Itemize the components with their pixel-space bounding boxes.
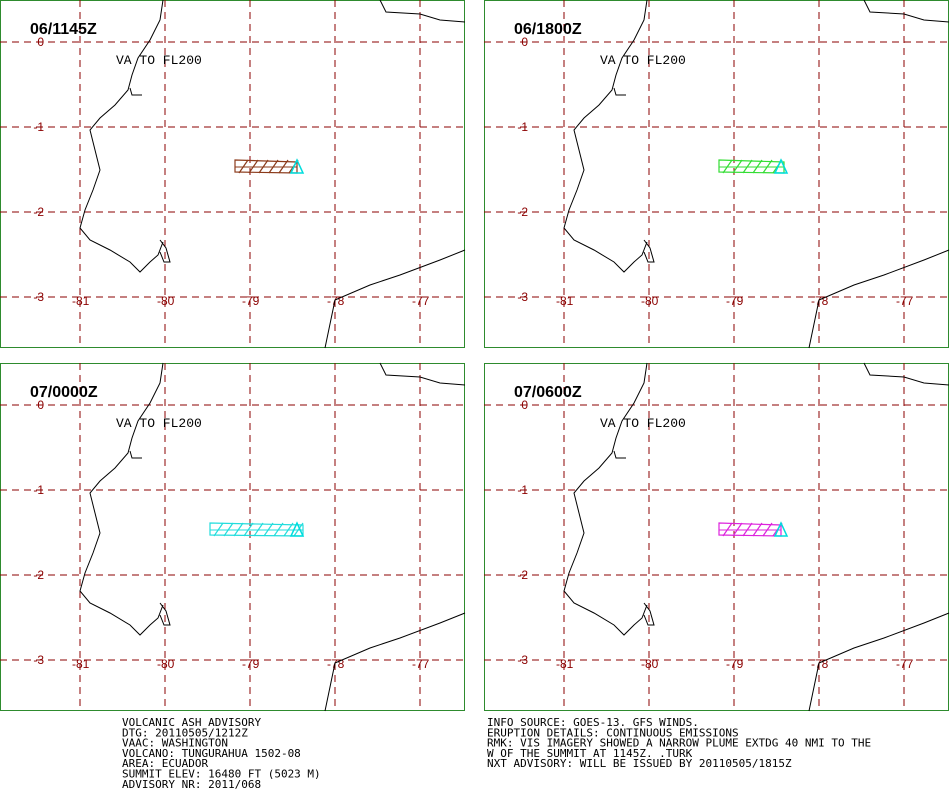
coastline bbox=[808, 249, 950, 349]
lon-label: -81 bbox=[556, 294, 574, 308]
lon-label: -80 bbox=[641, 657, 659, 671]
panel-title: 07/0600Z bbox=[514, 384, 582, 401]
lon-label: -79 bbox=[242, 657, 260, 671]
info-line: NXT ADVISORY: WILL BE ISSUED BY 20110505… bbox=[487, 757, 792, 770]
lat-label: 0 bbox=[521, 398, 528, 412]
panel-border bbox=[484, 363, 949, 711]
lat-label: -2 bbox=[517, 205, 528, 219]
lon-label: -81 bbox=[72, 294, 90, 308]
volcano bbox=[773, 158, 789, 174]
coastline bbox=[159, 602, 171, 626]
lat-label: -1 bbox=[517, 483, 528, 497]
map-panel: -81 -80 -79 -78 -77 0 -1 -2 -3 07/0600Z VA TO FL20… bbox=[484, 362, 950, 712]
lon-label: -78 bbox=[811, 294, 829, 308]
lon-label: -79 bbox=[726, 294, 744, 308]
info-line: SUMMIT ELEV: 16480 FT (5023 M) bbox=[122, 768, 321, 781]
coastline bbox=[324, 612, 466, 712]
coastline bbox=[79, 0, 164, 273]
coastline bbox=[129, 450, 142, 459]
lon-label: -77 bbox=[412, 294, 430, 308]
coastline bbox=[129, 87, 142, 96]
coastline bbox=[613, 450, 626, 459]
lon-label: -81 bbox=[72, 657, 90, 671]
volcano bbox=[289, 158, 305, 174]
info-line: INFO SOURCE: GOES-13. GFS WINDS. bbox=[487, 716, 699, 729]
lon-label: -79 bbox=[726, 657, 744, 671]
info-line: VOLCANO: TUNGURAHUA 1502-08 bbox=[122, 747, 301, 760]
lon-label: -78 bbox=[327, 294, 345, 308]
panel-label: VA TO FL200 bbox=[116, 416, 202, 431]
coastline bbox=[324, 249, 466, 349]
lat-label: -3 bbox=[33, 653, 44, 667]
info-line: DTG: 20110505/1212Z bbox=[122, 726, 248, 739]
lon-label: -77 bbox=[412, 657, 430, 671]
coastline bbox=[79, 362, 164, 636]
info-line: ADVISORY NR: 2011/068 bbox=[122, 778, 261, 791]
panel-title: 06/1800Z bbox=[514, 21, 582, 38]
volcano bbox=[773, 521, 789, 537]
lon-label: -77 bbox=[896, 294, 914, 308]
coastline bbox=[563, 0, 648, 273]
lat-label: -2 bbox=[33, 205, 44, 219]
lat-label: -2 bbox=[33, 568, 44, 582]
info-line: VOLCANIC ASH ADVISORY bbox=[122, 716, 261, 729]
map-panel: -81 -80 -79 -78 -77 0 -1 -2 -3 07/0000Z VA TO FL20… bbox=[0, 362, 466, 712]
info-line: VAAC: WASHINGTON bbox=[122, 737, 228, 750]
lat-label: -3 bbox=[517, 653, 528, 667]
lon-label: -77 bbox=[896, 657, 914, 671]
coastline bbox=[379, 362, 466, 386]
info-line: AREA: ECUADOR bbox=[122, 757, 208, 770]
lon-label: -78 bbox=[811, 657, 829, 671]
lon-label: -79 bbox=[242, 294, 260, 308]
map-panel: -81 -80 -79 -78 -77 0 -1 -2 -3 06/1800Z VA TO FL20… bbox=[484, 0, 950, 349]
coastline bbox=[863, 0, 950, 23]
coastline bbox=[563, 362, 648, 636]
panel-border bbox=[0, 0, 465, 348]
panel-label: VA TO FL200 bbox=[600, 416, 686, 431]
coastline bbox=[808, 612, 950, 712]
map-panel: -81 -80 -79 -78 -77 0 -1 -2 -3 06/1145Z VA TO FL20… bbox=[0, 0, 466, 349]
coastline bbox=[643, 602, 655, 626]
panel-title: 07/0000Z bbox=[30, 384, 98, 401]
lat-label: -3 bbox=[33, 290, 44, 304]
panel-title: 06/1145Z bbox=[30, 21, 97, 38]
info-line: ERUPTION DETAILS: CONTINUOUS EMISSIONS bbox=[487, 726, 739, 739]
info-line: RMK: VIS IMAGERY SHOWED A NARROW PLUME E… bbox=[487, 737, 871, 750]
lon-label: -78 bbox=[327, 657, 345, 671]
panel-label: VA TO FL200 bbox=[600, 53, 686, 68]
lat-label: 0 bbox=[521, 35, 528, 49]
lon-label: -80 bbox=[157, 294, 175, 308]
coastline bbox=[863, 362, 950, 386]
lat-label: -1 bbox=[517, 120, 528, 134]
coastline bbox=[643, 239, 655, 263]
panel-label: VA TO FL200 bbox=[116, 53, 202, 68]
lon-label: -80 bbox=[641, 294, 659, 308]
coastline bbox=[613, 87, 626, 96]
coastline bbox=[379, 0, 466, 23]
coastline bbox=[159, 239, 171, 263]
lat-label: -2 bbox=[517, 568, 528, 582]
lon-label: -80 bbox=[157, 657, 175, 671]
panel-border bbox=[484, 0, 949, 348]
volcano bbox=[289, 521, 305, 537]
lat-label: -1 bbox=[33, 483, 44, 497]
lat-label: 0 bbox=[37, 398, 44, 412]
lat-label: -3 bbox=[517, 290, 528, 304]
info-line: W OF THE SUMMIT AT 1145Z. .TURK bbox=[487, 747, 693, 760]
lat-label: 0 bbox=[37, 35, 44, 49]
lon-label: -81 bbox=[556, 657, 574, 671]
lat-label: -1 bbox=[33, 120, 44, 134]
panel-border bbox=[0, 363, 465, 711]
